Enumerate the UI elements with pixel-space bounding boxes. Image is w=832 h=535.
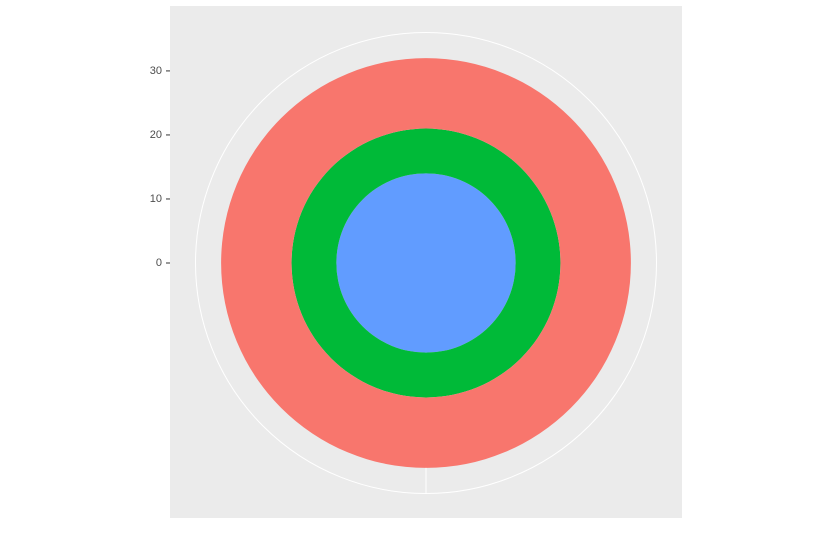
y-tick-label: 10	[150, 193, 162, 205]
bar-ring	[221, 58, 631, 468]
y-tick-label: 0	[156, 257, 162, 269]
bar-ring	[291, 128, 561, 398]
bar-ring	[336, 173, 516, 353]
y-tick-label: 30	[150, 65, 162, 77]
y-tick-label: 20	[150, 129, 162, 141]
